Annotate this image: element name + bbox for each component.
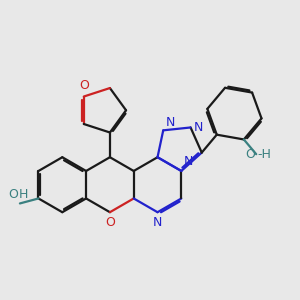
Text: H: H	[19, 188, 28, 201]
Text: N: N	[184, 155, 194, 168]
Text: N: N	[153, 216, 162, 229]
Text: O: O	[246, 148, 256, 161]
Text: O: O	[79, 79, 89, 92]
Text: N: N	[165, 116, 175, 129]
Text: N: N	[193, 121, 203, 134]
Text: O: O	[9, 188, 19, 201]
Text: -H: -H	[258, 148, 272, 161]
Text: O: O	[105, 216, 115, 229]
